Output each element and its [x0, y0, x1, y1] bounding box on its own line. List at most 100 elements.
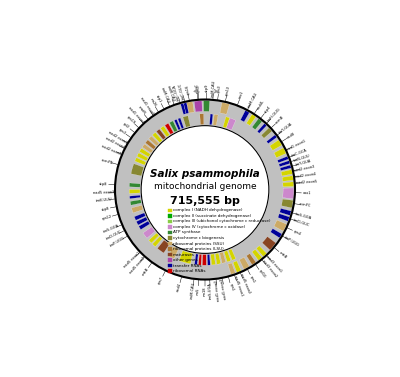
Wedge shape — [246, 253, 256, 265]
Wedge shape — [204, 101, 210, 112]
Bar — [168, 269, 172, 273]
Wedge shape — [256, 246, 267, 257]
Text: cox1: cox1 — [238, 90, 245, 100]
Wedge shape — [270, 140, 282, 150]
Wedge shape — [202, 254, 206, 265]
Text: ccmC: ccmC — [195, 83, 200, 93]
Wedge shape — [279, 161, 290, 167]
Wedge shape — [183, 116, 190, 127]
Wedge shape — [224, 251, 231, 262]
Text: nad2 exon4: nad2 exon4 — [104, 137, 125, 150]
Text: trnY-GUA: trnY-GUA — [278, 122, 294, 135]
Wedge shape — [160, 126, 170, 137]
Text: rps19: rps19 — [126, 115, 136, 125]
Text: trnC-GUC: trnC-GUC — [178, 82, 186, 99]
Wedge shape — [186, 101, 194, 113]
Wedge shape — [252, 249, 262, 261]
Text: rps1: rps1 — [228, 283, 234, 292]
Bar — [168, 247, 172, 251]
Text: nad2 exon3: nad2 exon3 — [294, 164, 315, 173]
Wedge shape — [152, 132, 162, 143]
Text: trnM-CAU: trnM-CAU — [166, 85, 175, 103]
Text: atp8: atp8 — [101, 206, 110, 211]
Wedge shape — [210, 114, 213, 125]
Text: other genes: other genes — [173, 258, 198, 262]
Wedge shape — [266, 135, 277, 144]
Wedge shape — [280, 208, 291, 216]
Wedge shape — [252, 119, 262, 130]
Wedge shape — [211, 254, 216, 265]
Text: complex III (ubichonol cytochrome c reductase): complex III (ubichonol cytochrome c redu… — [173, 219, 270, 224]
Wedge shape — [139, 221, 150, 230]
Wedge shape — [228, 263, 235, 274]
Text: rps7: rps7 — [157, 276, 164, 285]
Wedge shape — [194, 254, 198, 265]
Text: ATP synthase: ATP synthase — [173, 230, 200, 234]
Bar — [168, 258, 172, 262]
Text: rps12: rps12 — [102, 214, 113, 221]
Text: trnH-GUG: trnH-GUG — [267, 107, 282, 123]
Wedge shape — [261, 128, 272, 138]
Bar — [168, 225, 172, 229]
Wedge shape — [184, 103, 189, 114]
Text: ccmFC: ccmFC — [299, 202, 312, 208]
Wedge shape — [262, 236, 276, 250]
Wedge shape — [246, 114, 256, 126]
Text: rps3: rps3 — [117, 127, 126, 135]
Wedge shape — [240, 110, 250, 122]
Wedge shape — [281, 199, 293, 208]
Wedge shape — [170, 121, 178, 132]
Wedge shape — [215, 253, 221, 264]
Text: trnN-GUU: trnN-GUU — [293, 153, 311, 163]
Text: trnC-GCA: trnC-GCA — [291, 148, 308, 158]
Wedge shape — [129, 183, 140, 187]
Text: nad1 exon2: nad1 exon2 — [214, 280, 221, 301]
Text: rrn5: rrn5 — [196, 287, 200, 295]
Bar — [168, 220, 172, 223]
Text: trnS-GGA: trnS-GGA — [294, 211, 312, 220]
Wedge shape — [135, 158, 146, 165]
Wedge shape — [156, 129, 166, 140]
Text: trnS-UGA: trnS-UGA — [208, 282, 213, 299]
Text: nad5 exon1: nad5 exon1 — [233, 275, 244, 296]
Text: trnM-CAU: trnM-CAU — [247, 91, 258, 108]
Wedge shape — [142, 144, 153, 153]
Text: nad1 exon4: nad1 exon4 — [127, 106, 144, 124]
Text: nad4L: nad4L — [256, 98, 265, 110]
Wedge shape — [228, 249, 236, 260]
Text: complex I (NADH dehydrogenase): complex I (NADH dehydrogenase) — [173, 208, 242, 212]
Text: rps16: rps16 — [184, 84, 190, 95]
Bar — [168, 236, 172, 240]
Text: cox1: cox1 — [302, 191, 311, 195]
Wedge shape — [131, 164, 144, 176]
Text: Salix psammophila: Salix psammophila — [150, 169, 260, 179]
Text: nad5 exon2: nad5 exon2 — [128, 256, 146, 274]
Wedge shape — [207, 254, 210, 265]
Bar — [168, 209, 172, 212]
Wedge shape — [226, 118, 236, 130]
Text: nad2 exon5: nad2 exon5 — [101, 144, 122, 156]
Text: ribosomal RNAs: ribosomal RNAs — [173, 269, 206, 273]
Text: maturases: maturases — [173, 253, 195, 256]
Text: trnD-GUC: trnD-GUC — [106, 230, 123, 241]
Text: rps1: rps1 — [196, 84, 200, 92]
Text: complex IV (cytochrome c oxidase): complex IV (cytochrome c oxidase) — [173, 225, 245, 229]
Wedge shape — [239, 257, 250, 269]
Text: nad3 exon2: nad3 exon2 — [261, 259, 277, 278]
Bar — [168, 231, 172, 234]
Wedge shape — [143, 227, 155, 238]
Wedge shape — [157, 240, 170, 253]
Text: trnM-CAU: trnM-CAU — [190, 282, 196, 299]
Wedge shape — [137, 153, 148, 161]
Text: rps13: rps13 — [225, 85, 231, 96]
Wedge shape — [130, 200, 141, 205]
Wedge shape — [274, 220, 287, 231]
Text: trnC-GCA: trnC-GCA — [173, 83, 181, 101]
Wedge shape — [194, 101, 202, 112]
Text: nad3 exon1: nad3 exon1 — [266, 255, 283, 273]
Text: ccmFN: ccmFN — [101, 158, 114, 165]
Text: trnM-CAU: trnM-CAU — [160, 87, 170, 105]
Wedge shape — [270, 228, 282, 238]
Wedge shape — [213, 114, 218, 126]
Wedge shape — [198, 254, 202, 265]
